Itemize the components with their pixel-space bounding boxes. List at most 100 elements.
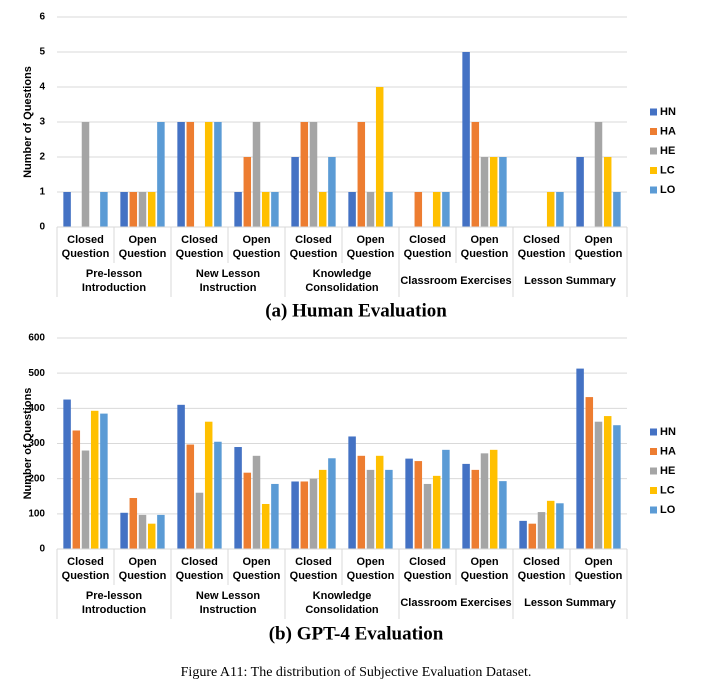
y-tick-label: 300 — [28, 438, 45, 449]
bar — [204, 421, 213, 549]
bar — [357, 455, 366, 549]
x-tick-label: Open Question — [574, 556, 623, 582]
x-tick-label-box: Open Question — [346, 556, 395, 582]
bar — [462, 52, 470, 227]
bar — [375, 455, 384, 549]
bar — [252, 122, 261, 227]
bar — [366, 192, 375, 227]
group-label-box: Lesson Summary — [524, 597, 616, 609]
bar — [471, 122, 480, 227]
bar — [556, 192, 564, 227]
legend-swatch — [650, 467, 657, 475]
bar — [300, 481, 309, 549]
x-tick-label: Open Question — [346, 556, 395, 582]
y-tick-label: 600 — [28, 333, 45, 344]
x-tick-label: Open Question — [346, 234, 395, 260]
bar — [214, 122, 222, 227]
x-tick-label: Closed Question — [61, 234, 110, 260]
x-tick-label-box: Closed Question — [290, 556, 338, 582]
bar — [462, 463, 470, 549]
legend-swatch — [650, 167, 657, 174]
bar — [375, 87, 384, 227]
x-tick-label: Open Question — [232, 556, 281, 582]
group-label-box: New Lesson Instruction — [195, 268, 261, 294]
group-label-box: New Lesson Instruction — [196, 590, 260, 616]
legend-label: LC — [660, 164, 675, 176]
bar — [385, 469, 393, 549]
bar — [157, 122, 165, 227]
bar — [432, 192, 441, 227]
bar — [129, 192, 138, 227]
bar — [214, 441, 222, 549]
group-label-box: Lesson Summary — [524, 275, 616, 287]
bar — [348, 192, 356, 227]
group-label: Lesson Summary — [524, 597, 616, 609]
bar — [129, 498, 138, 549]
legend-swatch — [650, 428, 657, 436]
legend-label: LO — [660, 184, 676, 196]
x-tick-label: Closed Question — [403, 556, 452, 582]
x-tick-label-box: Open Question — [119, 556, 167, 582]
legend-label: HN — [660, 426, 676, 438]
bar — [147, 192, 156, 227]
group-label: Knowledge Consolidation — [305, 590, 379, 616]
chart-title: (b) GPT-4 Evaluation — [269, 623, 444, 644]
bar — [556, 503, 564, 549]
bar — [318, 192, 327, 227]
bar — [186, 122, 195, 227]
bar — [72, 430, 81, 549]
bar — [519, 520, 527, 549]
x-tick-label: Open Question — [574, 234, 623, 260]
bar — [81, 122, 90, 227]
legend-label: HE — [660, 465, 675, 477]
x-tick-label-box: Closed Question — [403, 556, 452, 582]
x-tick-label-box: Open Question — [461, 556, 509, 582]
legend-swatch — [650, 448, 657, 455]
group-label: New Lesson Instruction — [195, 268, 261, 294]
y-axis-label: Number of Questions — [22, 66, 34, 178]
bar — [63, 192, 71, 227]
bar — [405, 458, 413, 549]
bar — [480, 453, 489, 549]
bar — [318, 469, 327, 549]
y-axis-label: Number of Questions — [22, 388, 34, 500]
x-tick-label-box: Closed Question — [518, 234, 566, 260]
legend-swatch — [650, 128, 657, 135]
bar — [243, 472, 252, 549]
bar — [423, 483, 432, 549]
bar — [348, 436, 356, 549]
bar — [271, 483, 279, 549]
bar — [603, 416, 612, 549]
legend-label: HN — [660, 106, 676, 118]
group-label: Pre-lesson Introduction — [81, 590, 147, 616]
bar — [261, 503, 270, 549]
bar — [537, 512, 546, 549]
group-label-box: Pre-lesson Introduction — [82, 268, 146, 294]
group-label-box: Pre-lesson Introduction — [81, 590, 147, 616]
bar — [271, 192, 279, 227]
x-tick-label-box: Closed Question — [176, 234, 224, 260]
y-tick-label: 3 — [39, 117, 45, 128]
group-label: Lesson Summary — [524, 275, 616, 287]
figure-caption: Figure A11: The distribution of Subjecti… — [181, 665, 532, 680]
bar — [366, 469, 375, 549]
legend-swatch — [650, 147, 657, 155]
legend-label: HA — [660, 125, 676, 137]
bar — [489, 449, 498, 549]
bar — [603, 157, 612, 227]
bar — [414, 192, 423, 227]
x-tick-label-box: Open Question — [574, 234, 623, 260]
bar — [328, 157, 336, 227]
bar — [546, 500, 555, 549]
x-tick-label: Closed Question — [403, 234, 452, 260]
x-tick-label-box: Closed Question — [517, 556, 566, 582]
bar — [100, 413, 108, 549]
x-tick-label: Open Question — [460, 234, 509, 260]
x-tick-label: Closed Question — [517, 556, 566, 582]
bar — [613, 192, 621, 227]
bar — [120, 192, 128, 227]
x-tick-label-box: Closed Question — [62, 556, 110, 582]
y-tick-label: 5 — [39, 47, 45, 58]
bar — [432, 475, 441, 549]
